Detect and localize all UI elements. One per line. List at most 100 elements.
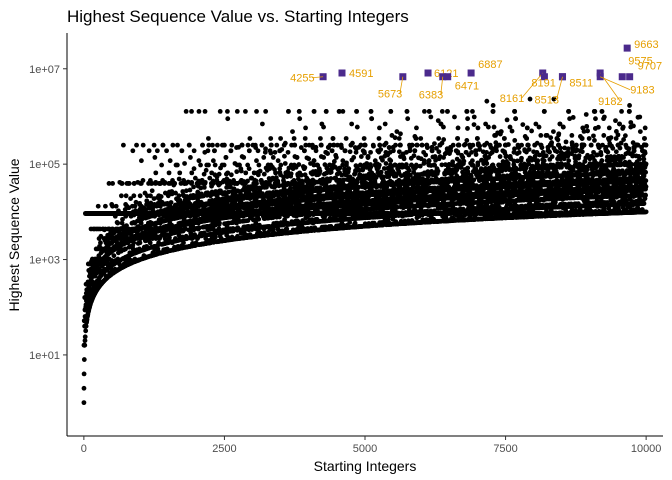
data-point bbox=[206, 162, 211, 168]
data-point bbox=[126, 181, 132, 186]
data-point bbox=[206, 136, 211, 141]
data-point bbox=[187, 187, 193, 193]
data-point bbox=[148, 193, 153, 199]
data-point bbox=[246, 148, 252, 154]
data-point bbox=[82, 342, 88, 348]
data-point bbox=[263, 109, 269, 114]
data-point bbox=[154, 148, 160, 154]
data-point bbox=[210, 142, 215, 148]
data-point bbox=[189, 109, 194, 114]
data-point bbox=[119, 220, 125, 226]
data-point bbox=[198, 162, 203, 168]
data-point bbox=[191, 166, 197, 172]
data-point bbox=[138, 220, 144, 226]
data-point bbox=[152, 155, 158, 160]
data-point bbox=[174, 162, 180, 168]
data-point bbox=[246, 166, 252, 172]
data-point bbox=[212, 148, 217, 154]
chart-title: Highest Sequence Value vs. Starting Inte… bbox=[67, 7, 409, 26]
data-point bbox=[95, 203, 101, 209]
data-point bbox=[221, 142, 227, 148]
data-point bbox=[254, 181, 259, 186]
data-point bbox=[186, 142, 192, 148]
data-point bbox=[261, 155, 267, 160]
data-point bbox=[311, 109, 317, 114]
data-point bbox=[302, 165, 308, 170]
data-point bbox=[330, 136, 336, 141]
data-point bbox=[217, 109, 223, 114]
data-point bbox=[150, 236, 155, 241]
data-point bbox=[103, 203, 108, 209]
data-point bbox=[296, 109, 302, 114]
data-point bbox=[203, 167, 209, 173]
data-point bbox=[274, 142, 280, 148]
data-point bbox=[210, 158, 216, 164]
data-point bbox=[223, 155, 229, 160]
data-point bbox=[147, 240, 153, 246]
data-point bbox=[131, 181, 137, 186]
data-point bbox=[82, 338, 88, 343]
data-point bbox=[321, 155, 327, 160]
data-point bbox=[234, 169, 240, 175]
data-point bbox=[247, 136, 253, 141]
data-point bbox=[97, 266, 102, 272]
data-point bbox=[149, 181, 155, 186]
data-point bbox=[177, 170, 183, 176]
data-point bbox=[354, 109, 360, 114]
data-point bbox=[137, 240, 143, 246]
data-point bbox=[159, 162, 165, 168]
data-point bbox=[275, 158, 281, 164]
data-point bbox=[168, 200, 174, 205]
data-point bbox=[164, 148, 169, 154]
data-point bbox=[323, 109, 329, 114]
data-point bbox=[83, 323, 89, 329]
data-point bbox=[317, 168, 323, 174]
data-point bbox=[313, 148, 319, 154]
data-point bbox=[188, 155, 193, 160]
data-point bbox=[110, 203, 115, 209]
data-point bbox=[303, 125, 308, 131]
data-point bbox=[243, 170, 249, 176]
data-point bbox=[196, 109, 202, 114]
data-point bbox=[228, 172, 234, 178]
data-point bbox=[126, 205, 132, 211]
data-point bbox=[255, 148, 261, 154]
data-point bbox=[268, 136, 274, 141]
data-point bbox=[347, 149, 353, 155]
data-point bbox=[200, 142, 205, 148]
data-point bbox=[160, 142, 166, 148]
data-point bbox=[140, 142, 146, 148]
data-point bbox=[151, 142, 157, 148]
data-point bbox=[278, 162, 284, 168]
data-point bbox=[282, 153, 287, 159]
data-point bbox=[343, 136, 349, 141]
data-point bbox=[351, 155, 357, 160]
data-point bbox=[325, 151, 331, 156]
data-point bbox=[110, 181, 115, 186]
data-point bbox=[254, 158, 259, 164]
data-point bbox=[245, 142, 251, 148]
data-point bbox=[216, 171, 222, 177]
data-point bbox=[123, 246, 128, 252]
data-point bbox=[288, 171, 294, 177]
data-point bbox=[286, 109, 291, 114]
data-point bbox=[183, 109, 189, 114]
data-point bbox=[138, 158, 144, 164]
data-point bbox=[118, 193, 124, 199]
data-point bbox=[151, 196, 157, 202]
data-point bbox=[123, 193, 129, 199]
data-point bbox=[81, 385, 87, 391]
data-point bbox=[133, 199, 139, 205]
data-point bbox=[205, 148, 211, 154]
data-point bbox=[153, 170, 159, 176]
data-point bbox=[342, 148, 348, 154]
data-point bbox=[181, 240, 186, 246]
data-point bbox=[229, 142, 235, 148]
data-point bbox=[333, 155, 339, 160]
data-point bbox=[268, 150, 274, 156]
data-point bbox=[346, 166, 352, 172]
data-point bbox=[121, 142, 126, 148]
data-point bbox=[215, 142, 220, 148]
data-point bbox=[362, 150, 367, 156]
data-point bbox=[279, 147, 285, 152]
